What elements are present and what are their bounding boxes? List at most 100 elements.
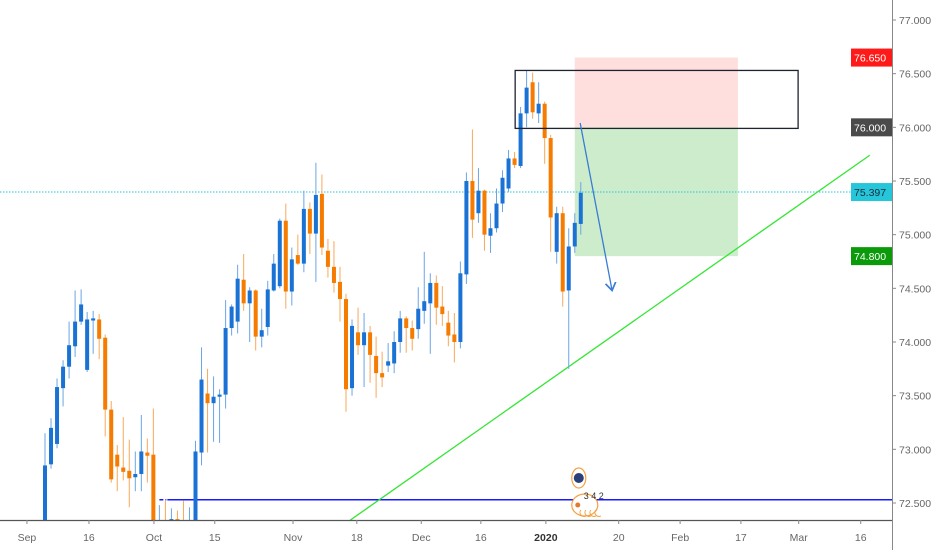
candle [295, 234, 300, 265]
candle-body [61, 366, 66, 389]
price-label-text: 75.397 [854, 187, 886, 199]
price-label-bg [851, 118, 892, 137]
candle [61, 360, 66, 407]
candle-body [548, 138, 553, 218]
candle-body [319, 193, 324, 248]
candle-body [43, 465, 47, 520]
candle [319, 174, 324, 256]
candle [259, 308, 264, 348]
candle-body [265, 289, 270, 327]
candle [554, 206, 559, 264]
candle-body [133, 474, 138, 478]
candle-body [476, 190, 481, 214]
event-dot-icon [575, 502, 581, 508]
candle [344, 293, 348, 412]
take-profit-zone [574, 127, 738, 257]
price-label-76-000: 76.000 [851, 118, 892, 137]
candle-body [229, 306, 234, 329]
price-tick-label: 76.500 [899, 69, 931, 81]
ascending-trendline[interactable] [349, 154, 871, 520]
price-tick-label: 74.000 [899, 337, 931, 349]
candle-body [109, 409, 114, 480]
candle [410, 320, 415, 351]
candle-body [350, 325, 355, 389]
candle-body [175, 519, 180, 520]
event-count-label: 3 4 2 [584, 491, 604, 501]
time-tick-label: 17 [735, 532, 747, 544]
candle-body [554, 213, 559, 252]
candle-body [295, 255, 300, 264]
candles [43, 70, 583, 540]
candle [211, 376, 216, 442]
candle [482, 189, 487, 251]
price-axis[interactable]: 77.000 76.500 76.000 75.500 75.000 74.500 74.0… [892, 15, 931, 510]
time-tick-label: Nov [284, 532, 303, 544]
candle [187, 507, 191, 540]
price-tick-label: 73.000 [899, 444, 931, 456]
candle [223, 300, 228, 409]
event-markers[interactable]: 3 4 2 [571, 467, 604, 517]
candle [488, 213, 493, 253]
candle [193, 440, 198, 520]
candle [434, 275, 439, 325]
candle-body [392, 341, 397, 364]
candle [518, 106, 523, 169]
candle [169, 508, 174, 520]
candle-body [530, 82, 535, 113]
price-label-text: 76.000 [854, 122, 886, 134]
candle-body [307, 208, 312, 234]
candle [79, 289, 84, 325]
candle [572, 213, 577, 253]
candle-body [344, 299, 348, 390]
candle-body [205, 393, 210, 404]
candle [458, 261, 463, 349]
candle-body [163, 524, 167, 529]
candle [362, 313, 367, 388]
candle [229, 304, 234, 336]
candle [440, 286, 445, 326]
candle-body [362, 332, 367, 346]
candle [416, 287, 421, 339]
price-tick-label: 75.000 [899, 230, 931, 242]
candle [283, 203, 288, 309]
candle [386, 343, 391, 373]
candle [578, 182, 583, 235]
candle-body [289, 259, 294, 292]
candle [446, 310, 451, 347]
candle [265, 280, 270, 336]
candle [548, 134, 553, 252]
candle-body [187, 524, 191, 540]
candle-body [169, 519, 174, 520]
forecast-arrow[interactable] [579, 122, 612, 290]
candle-body [452, 334, 457, 342]
candle [422, 251, 427, 324]
candle-body [434, 282, 439, 308]
candle-body [368, 332, 373, 355]
candle [139, 414, 144, 492]
candle [566, 228, 571, 369]
plot-area[interactable]: 3 4 2 [0, 57, 892, 550]
candle [331, 241, 336, 293]
candle-body [103, 337, 108, 410]
candle [374, 336, 379, 398]
candle-body [356, 332, 361, 346]
resistance-box[interactable] [514, 69, 799, 130]
candle-body [500, 177, 505, 204]
candle [145, 438, 150, 483]
candle [158, 505, 160, 520]
candle [337, 266, 342, 322]
candle [428, 273, 433, 354]
event-stack-icon [579, 509, 587, 517]
candle [151, 408, 156, 520]
candle [494, 188, 499, 233]
candle-body [301, 208, 306, 264]
candle [470, 129, 475, 238]
candle-body [524, 87, 529, 114]
time-axis[interactable]: Sep 16 Oct 15 Nov 18 Dec 16 2020 20 Feb 17 Mar 16 [18, 520, 867, 544]
candle [133, 451, 138, 492]
event-stack-icon [594, 509, 602, 517]
candle [524, 70, 529, 128]
candle [500, 170, 505, 213]
time-tick-label: 20 [613, 532, 625, 544]
